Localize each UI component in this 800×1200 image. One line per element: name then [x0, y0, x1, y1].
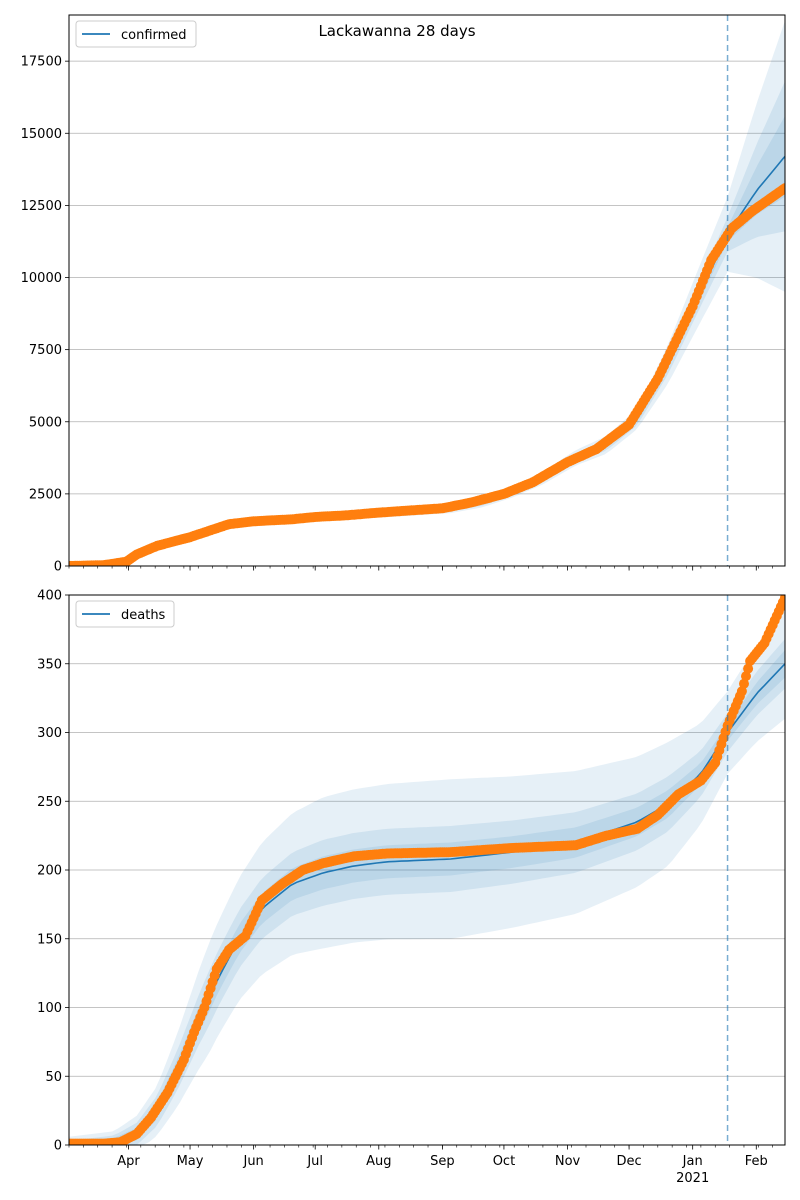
confirmed-legend: confirmed: [75, 20, 197, 48]
month-label: Jun: [242, 1154, 263, 1169]
confirmed-ytick-label: 10000: [21, 271, 62, 286]
chart-title: Lackawanna 28 days: [318, 22, 475, 40]
deaths-observed-point: [739, 678, 749, 689]
deaths-band-middle: [69, 639, 785, 1145]
deaths-observed-point: [780, 595, 785, 603]
month-label: Nov: [555, 1154, 581, 1169]
deaths-axes-frame: [68, 594, 786, 1146]
month-label: Aug: [366, 1154, 391, 1169]
deaths-observed-point: [743, 663, 754, 674]
confirmed-observed-point: [780, 183, 785, 194]
deaths-legend: deaths: [75, 600, 175, 628]
deaths-observed-point: [741, 671, 751, 682]
month-label: Oct: [493, 1154, 515, 1169]
deaths-chart: 0 50 100 150 200 250 300 350 400 Apr May Jun Jul Aug S…: [37, 589, 786, 1186]
confirmed-ytick-label: 12500: [21, 199, 62, 214]
confirmed-ytick-label: 5000: [29, 415, 62, 430]
year-label: 2021: [676, 1171, 709, 1186]
month-label: May: [177, 1154, 204, 1169]
deaths-ytick-label: 350: [37, 657, 62, 672]
deaths-legend-label: deaths: [121, 608, 166, 623]
confirmed-band-outer: [69, 20, 785, 566]
confirmed-ytick-label: 7500: [29, 343, 62, 358]
month-label: Feb: [745, 1154, 768, 1169]
deaths-ytick-label: 300: [37, 726, 62, 741]
month-label: Sep: [430, 1154, 455, 1169]
confirmed-ytick-label: 17500: [21, 55, 62, 70]
deaths-ytick-label: 400: [37, 589, 62, 604]
confirmed-ytick-label: 2500: [29, 487, 62, 502]
deaths-ytick-label: 100: [37, 1001, 62, 1016]
deaths-ytick-label: 0: [54, 1139, 62, 1154]
confirmed-ytick-label: 15000: [21, 127, 62, 142]
month-label: Apr: [117, 1154, 140, 1169]
confirmed-ytick-label: 0: [54, 560, 62, 575]
confirmed-legend-label: confirmed: [121, 28, 187, 43]
deaths-band-outer: [69, 608, 785, 1145]
month-label: Dec: [617, 1154, 642, 1169]
month-label: Jul: [306, 1154, 323, 1169]
deaths-ytick-label: 250: [37, 795, 62, 810]
month-label: Jan: [682, 1154, 703, 1169]
deaths-ytick-label: 50: [45, 1070, 62, 1085]
deaths-ytick-label: 200: [37, 864, 62, 879]
deaths-ytick-label: 150: [37, 932, 62, 947]
confirmed-axes-frame: [68, 14, 786, 567]
confirmed-chart: 0 2500 5000 7500 10000 12500 15000 17500 confirm…: [21, 14, 786, 575]
deaths-observed-point: [736, 686, 747, 697]
